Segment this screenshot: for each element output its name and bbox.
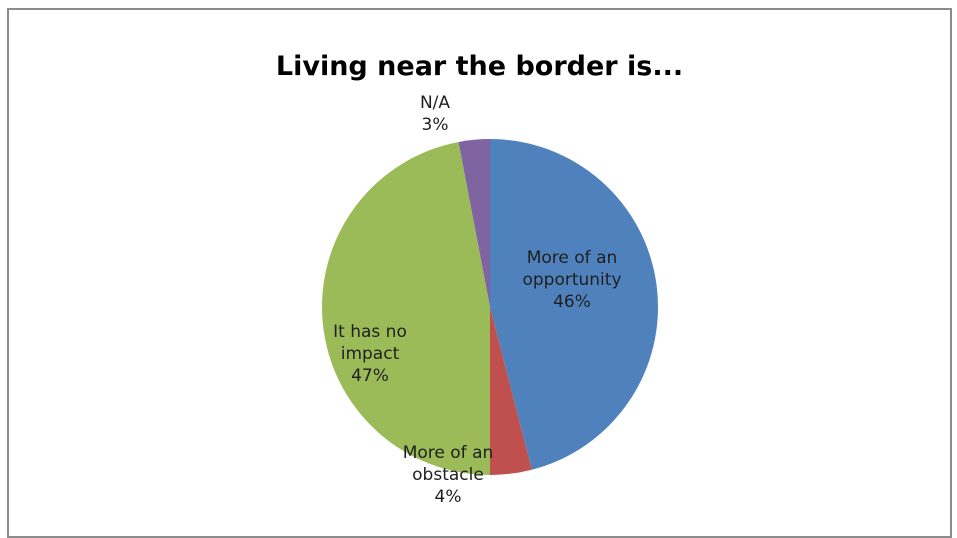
chart-title: Living near the border is... [275,51,684,82]
slice-value-label: 46% [553,292,591,312]
pie-slice [458,139,490,307]
pie-slice [490,139,659,470]
slice-category-label: impact [341,344,400,364]
slice-value-label: 4% [435,487,462,507]
pie-slice [322,141,490,475]
slice-category-label: obstacle [412,465,484,485]
slice-value-label: 3% [422,115,449,135]
slice-category-label: N/A [420,93,450,113]
slice-category-label: It has no [333,322,407,342]
slice-category-label: More of an [403,443,494,463]
slice-category-label: More of an [527,248,618,268]
pie-slice [490,307,532,475]
slice-category-label: opportunity [522,270,621,290]
slice-value-label: 47% [351,366,389,386]
